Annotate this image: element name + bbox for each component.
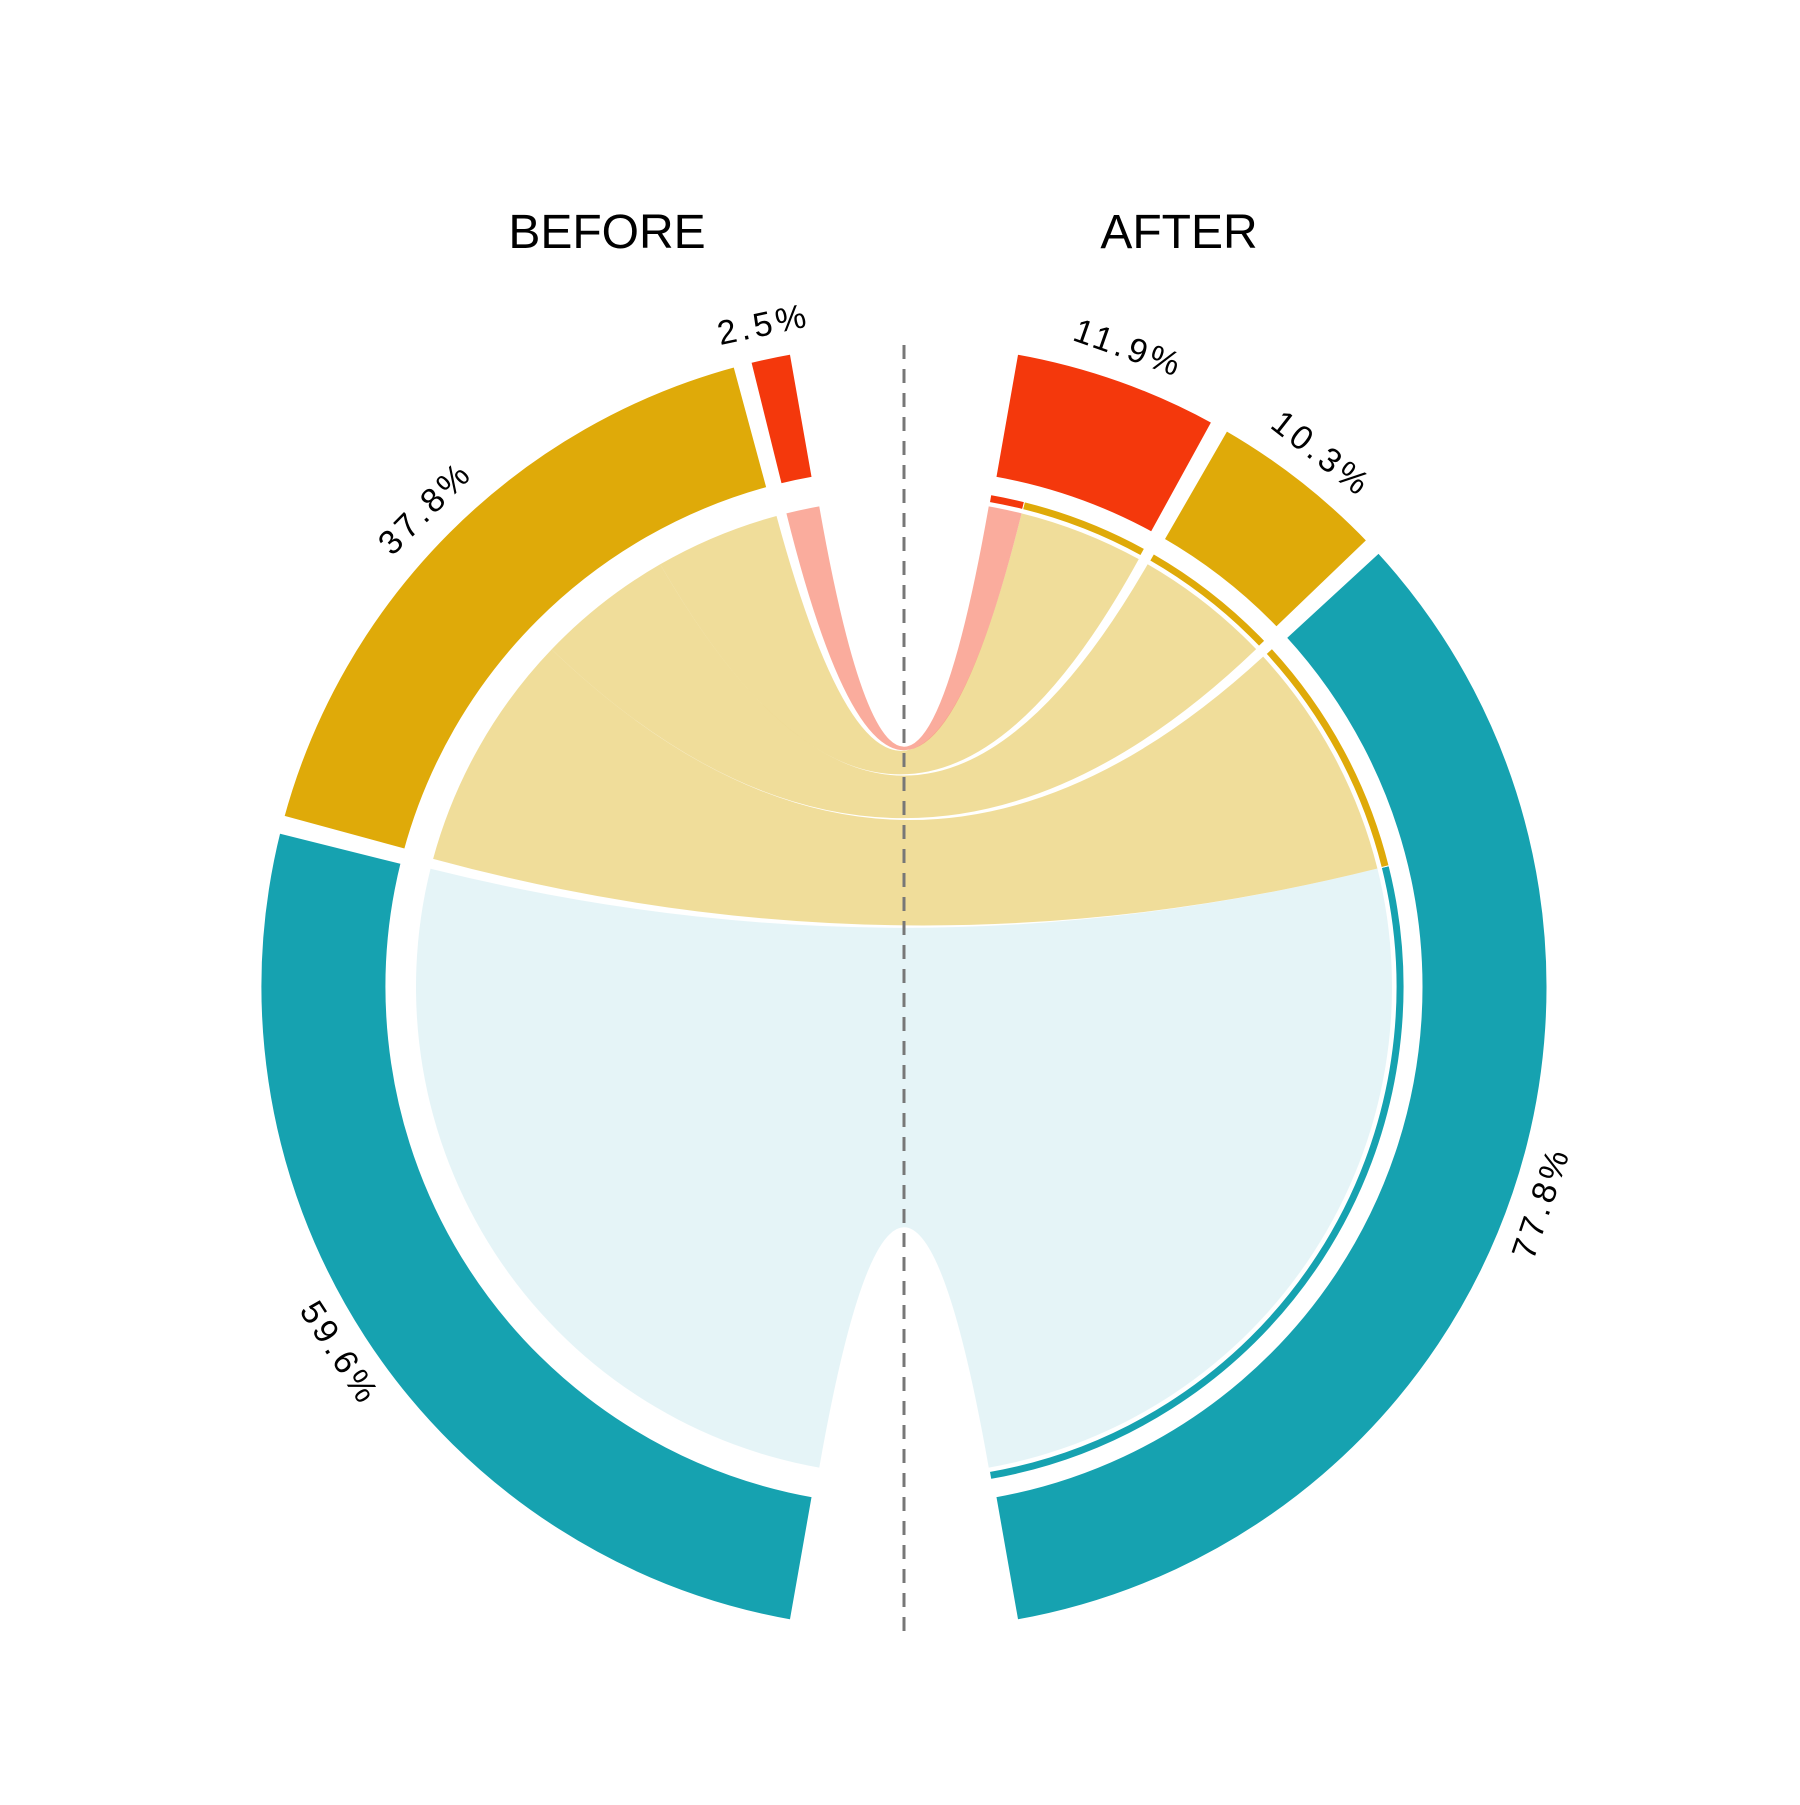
sector-before_red xyxy=(745,348,818,490)
flow-ribbons xyxy=(415,506,1393,1468)
after-title: AFTER xyxy=(1100,206,1257,259)
sector-after_teal xyxy=(990,546,1552,1626)
inner-tracks xyxy=(988,494,1405,1480)
flow-ribbon-before_red-to-after_red xyxy=(786,506,1022,751)
outer-sectors xyxy=(256,348,1552,1626)
track-after_gold-from-before_gold xyxy=(1148,553,1266,648)
sector-before_teal xyxy=(256,827,818,1626)
label-before_red: 2.5% xyxy=(714,296,813,353)
track-after_teal-from-before_gold xyxy=(1265,647,1390,869)
sector-after_gold xyxy=(1158,424,1373,634)
before-title: BEFORE xyxy=(508,206,705,259)
sector-after_red xyxy=(990,348,1218,539)
flow-ribbon-before_gold-to-after_red xyxy=(660,513,1139,775)
flow-ribbon-before_gold-to-after_gold xyxy=(551,564,1257,819)
track-after_red-from-before_red xyxy=(988,494,1026,511)
track-after_red-from-before_gold xyxy=(1021,501,1146,557)
flow-ribbon-before_gold-to-after_teal xyxy=(433,649,1378,926)
sector-before_gold xyxy=(278,361,773,855)
track-after_teal-from-before_teal xyxy=(988,865,1405,1480)
